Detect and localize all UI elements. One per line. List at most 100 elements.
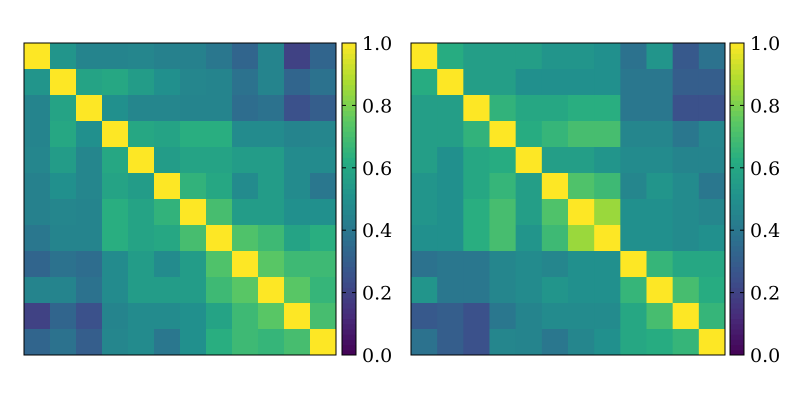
colorbar-segment	[342, 157, 356, 164]
heatmap-cell	[698, 95, 726, 122]
heatmap-cell	[411, 173, 438, 200]
heatmap-cell	[568, 303, 595, 330]
heatmap-cell	[102, 251, 129, 278]
heatmap-cell	[102, 147, 129, 174]
heatmap-cell	[284, 199, 311, 226]
heatmap-cell	[594, 95, 621, 122]
heatmap-cell	[284, 329, 311, 356]
heatmap-cell	[310, 95, 337, 122]
colorbar-segment	[342, 277, 356, 283]
colorbar-segment	[342, 209, 356, 216]
heatmap-cell	[180, 251, 207, 278]
heatmap-cell	[698, 329, 726, 356]
colorbar-segment	[730, 193, 744, 200]
heatmap-cell	[154, 277, 181, 304]
colorbar-segment	[730, 230, 744, 236]
heatmap-cell	[698, 121, 726, 148]
heatmap-cell	[258, 121, 285, 148]
colorbar-segment	[342, 69, 356, 75]
colorbar-segment	[342, 58, 356, 65]
heatmap-cell	[310, 303, 337, 330]
colorbar-segment	[342, 167, 356, 174]
heatmap-cell	[541, 225, 569, 252]
colorbar-segment	[342, 43, 356, 49]
heatmap-cell	[568, 147, 595, 174]
colorbar-segment	[730, 209, 744, 216]
colorbar-segment	[342, 339, 356, 346]
heatmap-cell	[50, 43, 77, 70]
heatmap-cell	[232, 251, 259, 278]
heatmap-cell	[232, 95, 259, 122]
colorbar-tick-label: 1.0	[750, 33, 780, 55]
heatmap-cell	[594, 329, 621, 356]
colorbar-segment	[730, 79, 744, 86]
colorbar-segment	[730, 214, 744, 221]
heatmap-cell	[411, 199, 438, 226]
heatmap-cell	[128, 251, 155, 278]
colorbar-tick-label: 0.6	[362, 158, 392, 180]
heatmap-cell	[310, 199, 337, 226]
colorbar-segment	[730, 162, 744, 169]
heatmap-cell	[128, 95, 155, 122]
heatmap-cell	[568, 95, 595, 122]
colorbar-segment	[730, 167, 744, 174]
heatmap-cell	[128, 43, 155, 70]
colorbar-segment	[342, 240, 356, 247]
colorbar-segment	[342, 256, 356, 262]
colorbar-segment	[342, 266, 356, 273]
heatmap-cell	[128, 225, 155, 252]
heatmap-panel-right: 0.0 0.2 0.4 0.6 0.8 1.0	[410, 33, 780, 367]
heatmap-frame	[410, 42, 726, 356]
heatmap-cell	[24, 277, 51, 304]
colorbar-segment	[730, 318, 744, 325]
heatmap-cell	[515, 303, 543, 330]
heatmap-cell	[284, 225, 311, 252]
colorbar-segment	[342, 110, 356, 117]
colorbar-segment	[730, 188, 744, 195]
colorbar-segment	[730, 89, 744, 96]
heatmap-cell	[128, 121, 155, 148]
heatmap-cell	[258, 147, 285, 174]
colorbar-tick-label: 0.4	[362, 220, 392, 242]
heatmap-cell	[128, 173, 155, 200]
heatmap-cell	[154, 199, 181, 226]
colorbar-segment	[730, 173, 744, 179]
colorbar-segment	[730, 282, 744, 288]
heatmap-cell	[232, 329, 259, 356]
colorbar-tick-label: 1.0	[362, 33, 392, 55]
colorbar-segment	[342, 48, 356, 54]
colorbar-segment	[342, 53, 356, 60]
colorbar-segment	[730, 95, 744, 101]
colorbar-segment	[342, 121, 356, 127]
colorbar-segment	[730, 183, 744, 190]
heatmap-cell	[489, 251, 517, 278]
colorbar-segment	[730, 147, 744, 153]
heatmap-cell	[437, 147, 464, 174]
colorbar-segment	[730, 178, 744, 184]
heatmap-cell	[646, 95, 674, 122]
colorbar-segment	[730, 313, 744, 320]
heatmap-cell	[698, 251, 726, 278]
heatmap-cell	[206, 329, 233, 356]
heatmap-cell	[463, 277, 490, 304]
heatmap-cell	[411, 225, 438, 252]
heatmap-cell	[620, 121, 647, 148]
heatmap-cell	[620, 199, 647, 226]
heatmap-cell	[24, 251, 51, 278]
heatmap-cell	[258, 277, 285, 304]
heatmap-cell	[489, 225, 517, 252]
heatmap-cell	[698, 43, 726, 70]
heatmap-cell	[541, 251, 569, 278]
colorbar-segment	[342, 225, 356, 231]
heatmap-cell	[50, 225, 77, 252]
heatmap-cell	[541, 147, 569, 174]
heatmap-cell	[672, 43, 700, 70]
heatmap-cell	[594, 199, 621, 226]
heatmap-cell	[258, 329, 285, 356]
heatmap-cell	[258, 225, 285, 252]
heatmap-cell	[24, 303, 51, 330]
heatmap-cell	[489, 199, 517, 226]
heatmap-cell	[437, 329, 464, 356]
colorbar-segment	[730, 131, 744, 138]
